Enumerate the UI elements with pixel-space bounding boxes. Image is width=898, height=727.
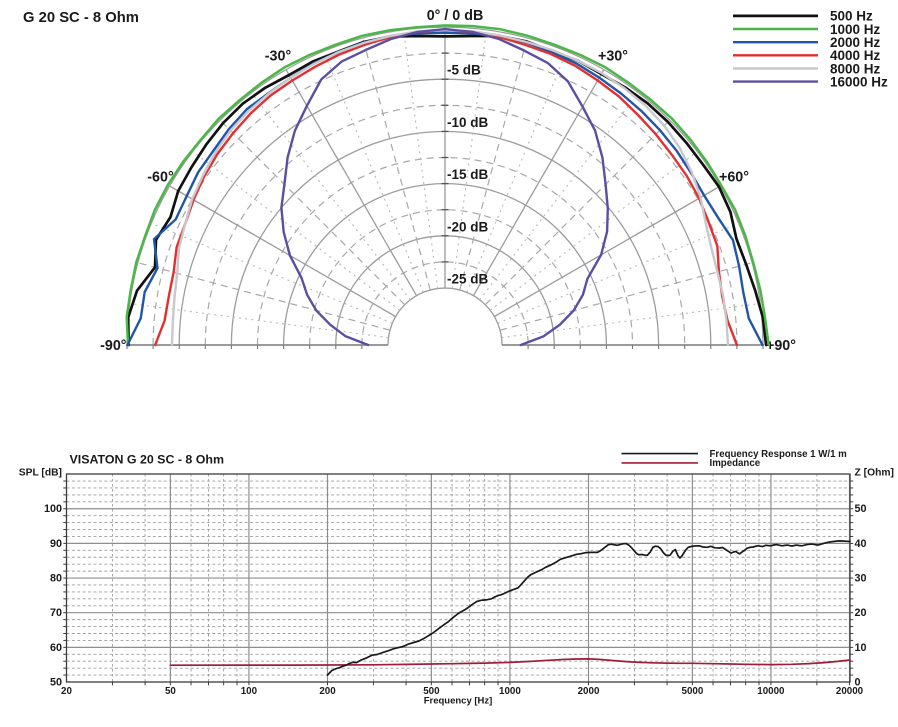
- svg-text:60: 60: [50, 642, 62, 654]
- svg-text:200: 200: [319, 686, 336, 697]
- svg-text:20000: 20000: [836, 686, 864, 697]
- svg-text:-10 dB: -10 dB: [447, 115, 489, 130]
- svg-text:SPL [dB]: SPL [dB]: [19, 467, 62, 478]
- svg-text:10: 10: [855, 642, 867, 654]
- svg-text:Impedance: Impedance: [710, 458, 761, 469]
- svg-text:2000: 2000: [578, 686, 600, 697]
- svg-text:-30°: -30°: [265, 49, 292, 65]
- svg-text:0: 0: [855, 676, 861, 688]
- svg-text:-60°: -60°: [147, 170, 174, 186]
- svg-text:500 Hz: 500 Hz: [830, 9, 873, 24]
- svg-text:1000: 1000: [499, 686, 521, 697]
- svg-text:100: 100: [44, 503, 62, 515]
- svg-text:-5 dB: -5 dB: [447, 63, 481, 78]
- svg-text:-25 dB: -25 dB: [447, 272, 489, 287]
- svg-text:G 20 SC - 8 Ohm: G 20 SC - 8 Ohm: [23, 10, 139, 26]
- svg-text:50: 50: [855, 503, 867, 515]
- svg-text:5000: 5000: [682, 686, 704, 697]
- svg-text:4000 Hz: 4000 Hz: [830, 48, 881, 63]
- svg-text:-15 dB: -15 dB: [447, 167, 489, 182]
- svg-text:0° / 0 dB: 0° / 0 dB: [427, 8, 484, 24]
- svg-text:90: 90: [50, 538, 62, 550]
- svg-text:50: 50: [50, 676, 62, 688]
- svg-text:Frequency [Hz]: Frequency [Hz]: [424, 696, 493, 707]
- svg-text:20: 20: [855, 607, 867, 619]
- svg-text:+60°: +60°: [719, 170, 749, 186]
- svg-text:50: 50: [165, 686, 176, 697]
- svg-text:10000: 10000: [757, 686, 785, 697]
- svg-text:-20 dB: -20 dB: [447, 219, 489, 234]
- svg-text:2000 Hz: 2000 Hz: [830, 35, 881, 50]
- svg-text:500: 500: [423, 686, 440, 697]
- svg-text:Frequency Response 1 W/1 m: Frequency Response 1 W/1 m: [710, 449, 848, 460]
- svg-text:16000 Hz: 16000 Hz: [830, 74, 888, 89]
- svg-text:+30°: +30°: [598, 49, 628, 65]
- svg-text:VISATON G 20 SC - 8 Ohm: VISATON G 20 SC - 8 Ohm: [70, 452, 224, 466]
- svg-text:80: 80: [50, 572, 62, 584]
- svg-text:30: 30: [855, 572, 867, 584]
- svg-text:Z [Ohm]: Z [Ohm]: [855, 467, 894, 478]
- svg-text:100: 100: [241, 686, 258, 697]
- svg-text:40: 40: [855, 538, 867, 550]
- svg-text:20: 20: [61, 686, 72, 697]
- svg-text:70: 70: [50, 607, 62, 619]
- svg-text:+90°: +90°: [766, 338, 796, 354]
- svg-text:8000 Hz: 8000 Hz: [830, 61, 881, 76]
- svg-text:1000 Hz: 1000 Hz: [830, 22, 881, 37]
- svg-text:-90°: -90°: [100, 338, 127, 354]
